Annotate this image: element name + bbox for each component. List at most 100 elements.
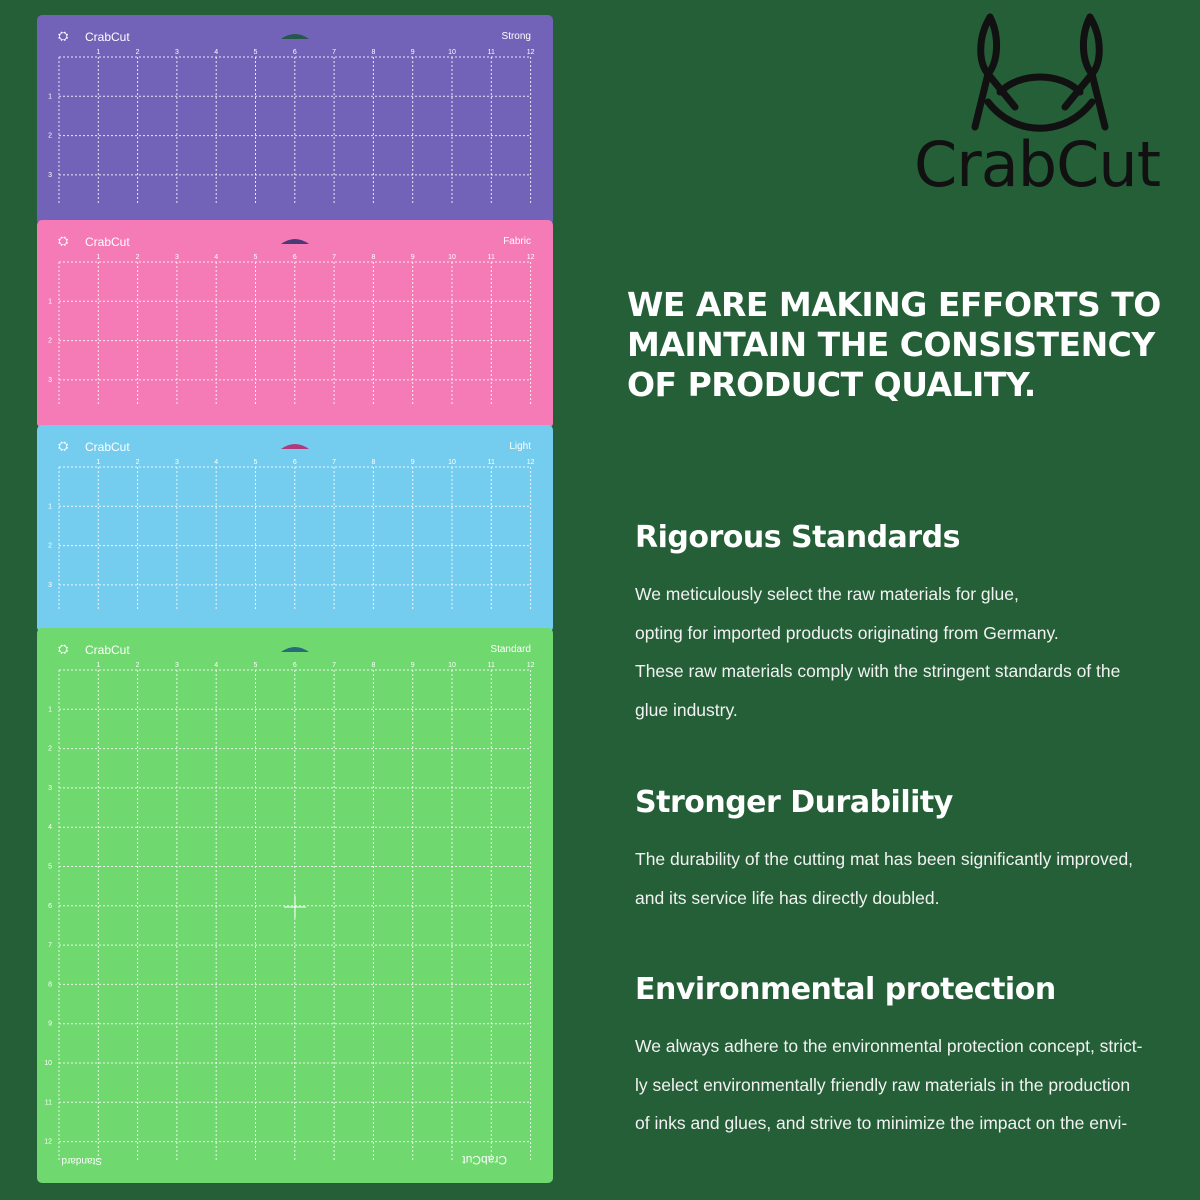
ruler-top: 5 [254,459,258,466]
ruler-top: 9 [411,662,415,669]
section-text: These raw materials comply with the stri… [635,661,1121,681]
ruler-top: 7 [332,254,336,261]
notch [281,34,309,39]
ruler-top: 4 [214,662,218,669]
section-title: Environmental protection [635,972,1056,1007]
section-text: ly select environmentally friendly raw m… [635,1074,1131,1095]
mat-grid [58,669,532,1161]
ruler-side: 7 [48,942,52,949]
ruler-side: 3 [48,172,52,179]
mat-brand: CrabCut [85,440,130,454]
mat-brand: CrabCut [85,643,130,657]
ruler-top: 2 [136,662,140,669]
ruler-side: 2 [48,133,52,140]
ruler-top: 9 [411,254,415,261]
ruler-side: 9 [48,1021,52,1028]
ruler-side: 1 [48,93,52,100]
ruler-top: 9 [411,459,415,466]
ruler-side-group: 1 2 3 [48,503,52,589]
mat-label: Fabric [503,236,531,247]
mat-icon: ⛭ [58,438,69,453]
ruler-side: 2 [48,338,52,345]
ruler-top: 8 [371,254,375,261]
mat-grid [58,56,532,203]
ruler-side: 1 [48,706,52,713]
ruler-top: 3 [175,662,179,669]
ruler-side-group: 1 2 3 [48,298,52,384]
section-text: The durability of the cutting mat has be… [635,849,1134,869]
headline: WE ARE MAKING EFFORTS TO [627,285,1161,324]
ruler-top: 11 [488,254,495,261]
ruler-top: 10 [448,459,456,466]
ruler-side: 8 [48,981,52,988]
center-cross [284,896,306,918]
ruler-top: 2 [136,254,140,261]
ruler-top: 5 [254,662,258,669]
ruler-top: 6 [293,459,297,466]
mat-brand-mirrored: CrabCut [462,1153,507,1167]
ruler-top: 5 [254,49,258,56]
ruler-top: 10 [448,662,456,669]
ruler-side: 3 [48,582,52,589]
section-title: Stronger Durability [635,785,953,820]
ruler-top: 2 [136,459,140,466]
ruler-top: 3 [175,459,179,466]
section-text: and its service life has directly double… [635,887,940,908]
notch [281,239,309,244]
mat-label-mirrored: Standard [61,1155,102,1166]
ruler-top: 10 [448,254,456,261]
headline: OF PRODUCT QUALITY. [627,365,1036,404]
section-text: We meticulously select the raw materials… [635,584,1019,604]
ruler-top: 4 [214,459,218,466]
ruler-side: 6 [48,903,52,910]
section-text: opting for imported products originating… [635,622,1059,643]
ruler-side: 1 [48,298,52,305]
ruler-side: 10 [44,1060,52,1067]
ruler-side: 3 [48,377,52,384]
logo-icon [971,13,1109,132]
mat-icon: ⛭ [58,233,69,248]
ruler-top: 7 [332,49,336,56]
ruler-top: 6 [293,49,297,56]
ruler-top: 12 [527,662,535,669]
ruler-side-group: 1 2 3 [48,93,52,179]
ruler-top: 8 [371,662,375,669]
ruler-top: 5 [254,254,258,261]
mat-brand: CrabCut [85,235,130,249]
ruler-top: 3 [175,49,179,56]
mat-grid [58,466,532,610]
ruler-side: 5 [48,864,52,871]
ruler-side: 2 [48,746,52,753]
mat-label: Strong [502,31,531,42]
ruler-side: 1 [48,503,52,510]
ruler-top: 11 [488,49,495,56]
ruler-top: 1 [96,662,100,669]
headline: MAINTAIN THE CONSISTENCY [627,325,1155,364]
ruler-top: 1 [96,459,100,466]
ruler-top: 11 [488,662,495,669]
ruler-side: 3 [48,785,52,792]
ruler-side: 11 [45,1099,52,1106]
ruler-top: 10 [448,49,456,56]
ruler-top: 1 [96,254,100,261]
section-text: We always adhere to the environmental pr… [635,1036,1143,1056]
mat-icon: ⛭ [58,641,69,656]
ruler-top: 6 [293,254,297,261]
ruler-top: 8 [371,49,375,56]
mat-body [37,15,553,225]
ruler-top: 4 [214,49,218,56]
ruler-top: 9 [411,49,415,56]
ruler-top: 4 [214,254,218,261]
mat-label: Standard [490,644,531,655]
ruler-side: 12 [44,1139,52,1146]
ruler-top: 12 [527,459,535,466]
ruler-top: 1 [96,49,100,56]
ruler-side: 4 [48,824,52,831]
ruler-top: 2 [136,49,140,56]
